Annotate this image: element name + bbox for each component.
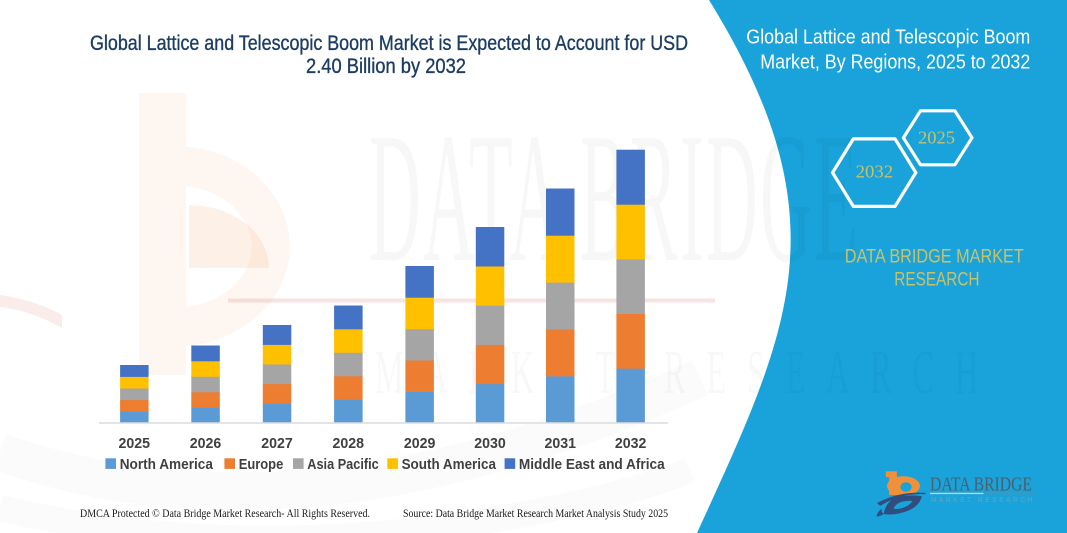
svg-text:MARKET RESEARCH: MARKET RESEARCH <box>931 495 1035 504</box>
svg-text:2032: 2032 <box>615 435 647 452</box>
svg-text:Source: Data Bridge Market Res: Source: Data Bridge Market Research Mark… <box>403 506 668 520</box>
svg-text:2028: 2028 <box>333 435 365 452</box>
svg-text:2031: 2031 <box>545 435 577 452</box>
svg-text:Asia Pacific: Asia Pacific <box>307 457 378 473</box>
svg-text:DATA BRIDGE MARKET: DATA BRIDGE MARKET <box>845 247 1024 268</box>
svg-text:Middle East and Africa: Middle East and Africa <box>519 457 666 473</box>
svg-text:Global Lattice and Telescopic: Global Lattice and Telescopic Boom <box>746 27 1030 49</box>
svg-text:2025: 2025 <box>918 128 955 148</box>
svg-text:2025: 2025 <box>119 435 151 452</box>
svg-text:DATA BRIDGE: DATA BRIDGE <box>369 95 860 301</box>
svg-text:North America: North America <box>120 457 214 473</box>
svg-text:2026: 2026 <box>190 435 222 452</box>
svg-text:Global Lattice and Telescopic: Global Lattice and Telescopic Boom Marke… <box>90 32 688 55</box>
svg-text:2.40 Billion by 2032: 2.40 Billion by 2032 <box>306 55 466 78</box>
svg-text:2027: 2027 <box>261 435 293 452</box>
svg-text:2030: 2030 <box>474 435 506 452</box>
svg-text:2032: 2032 <box>856 162 894 182</box>
svg-text:DATA BRIDGE: DATA BRIDGE <box>930 474 1032 496</box>
svg-text:RESEARCH: RESEARCH <box>894 270 979 291</box>
svg-text:Market, By Regions, 2025 to 20: Market, By Regions, 2025 to 2032 <box>760 52 1030 74</box>
svg-text:South America: South America <box>402 457 497 473</box>
svg-text:MARKET RESEARCH: MARKET RESEARCH <box>375 338 999 407</box>
svg-text:DMCA Protected © Data Bridge M: DMCA Protected © Data Bridge Market Rese… <box>80 506 370 520</box>
svg-text:Europe: Europe <box>239 457 284 473</box>
svg-text:2029: 2029 <box>404 435 436 452</box>
